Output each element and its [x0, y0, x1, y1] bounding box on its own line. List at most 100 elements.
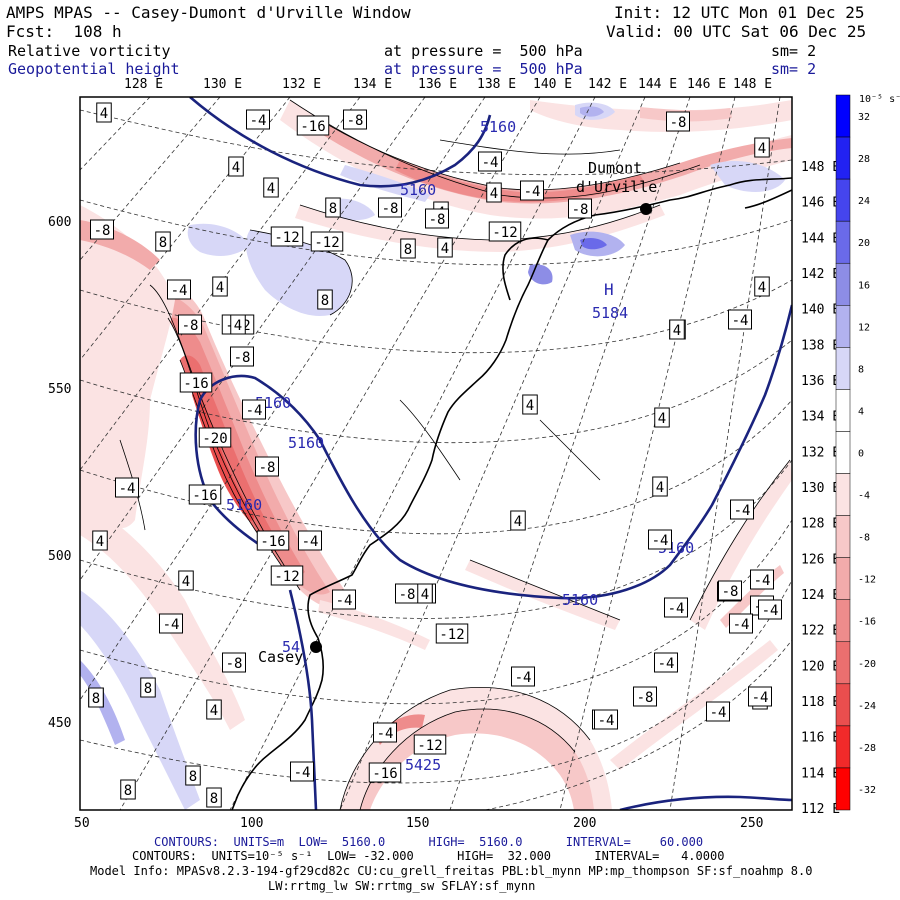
colorbar-label: -4: [858, 491, 870, 502]
vorticity-label: 4: [673, 323, 681, 339]
vorticity-label-box: [120, 779, 136, 800]
lon-label-right: 116 E: [801, 731, 840, 746]
vorticity-label: -8: [399, 587, 416, 603]
colorbar-swatch: [835, 557, 851, 600]
lon-label-right: 122 E: [801, 624, 840, 639]
lon-label-top: 138 E: [477, 77, 517, 92]
valid-time: Valid: 00 UTC Sat 06 Dec 25: [606, 22, 867, 41]
vorticity-label-box: [178, 570, 194, 591]
vorticity-label-box: [633, 686, 657, 707]
vorticity-label: 4: [758, 141, 766, 157]
latlon-grid: [80, 97, 792, 810]
vorticity-label: -8: [259, 460, 276, 476]
colorbar-label: 24: [858, 196, 870, 207]
y-tick-label: 550: [48, 382, 71, 397]
lon-label-right: 138 E: [801, 338, 840, 353]
vorticity-label-box: [140, 677, 156, 698]
vorticity-label: 4: [658, 411, 666, 427]
vorticity-label: -16: [192, 488, 217, 504]
vorticity-label-box: [486, 182, 502, 203]
vorticity-label-box: [90, 219, 114, 240]
right-lon-labels: 148 E 146 E 144 E 142 E 140 E 138 E 136 E 134 E…: [801, 160, 840, 817]
vorticity-label-box: [373, 722, 397, 743]
vorticity-label-box: [255, 456, 279, 477]
vorticity-label: 4: [421, 587, 429, 603]
vorticity-label: -16: [260, 534, 285, 550]
lon-label-right: 124 E: [801, 588, 840, 603]
vorticity-label-box: [754, 276, 770, 297]
colorbar-label: -12: [858, 575, 876, 586]
vorticity-label-box: [212, 276, 228, 297]
vorticity-label-box: [511, 666, 535, 687]
vorticity-label: 4: [656, 480, 664, 496]
field1-smooth: sm= 2: [771, 42, 817, 60]
vorticity-label-box: [88, 687, 104, 708]
vorticity-label-box: [510, 510, 526, 531]
colorbar-swatch: [835, 389, 851, 432]
colorbar-label: -20: [858, 659, 876, 670]
colorbar-label: 20: [858, 238, 870, 249]
vorticity-label-box: [298, 530, 322, 551]
lon-label-right: 132 E: [801, 445, 840, 460]
lon-label-right: 134 E: [801, 410, 840, 425]
colorbar-swatch: [835, 136, 851, 180]
vorticity-label-box: [425, 208, 449, 229]
vorticity-label: 4: [210, 703, 218, 719]
vorticity-label-box: [317, 289, 333, 310]
vorticity-label: 4: [514, 514, 522, 530]
vorticity-label-box: [754, 137, 770, 158]
vorticity-label: -8: [226, 656, 243, 672]
vorticity-label-box: [758, 599, 782, 620]
vorticity-label: -4: [163, 617, 180, 633]
vorticity-label-box: [332, 589, 356, 610]
vorticity-label-box: [242, 399, 266, 420]
vorticity-label-box: [435, 623, 469, 644]
vorticity-label: 4: [526, 398, 534, 414]
x-tick-label: 250: [740, 816, 763, 831]
vorticity-label: -12: [274, 230, 299, 246]
field2-name: Geopotential height: [8, 60, 180, 78]
vorticity-label: -16: [372, 766, 397, 782]
vorticity-label-box: [522, 394, 538, 415]
model-info-2: LW:rrtmg_lw SW:rrtmg_sw SFLAY:sf_mynn: [268, 879, 536, 893]
vorticity-label: 4: [441, 241, 449, 257]
vorticity-label: -4: [482, 155, 499, 171]
colorbar-label: 4: [858, 406, 864, 417]
vorticity-label-box: [185, 765, 201, 786]
vorticity-label-box: [520, 180, 544, 201]
model-info: Model Info: MPASv8.2.3-194-gf29cd82c CU:…: [90, 864, 813, 878]
vorticity-label-box: [92, 530, 108, 551]
field2-level: at pressure = 500 hPa: [384, 60, 583, 78]
colorbar-swatch: [835, 641, 851, 685]
vorticity-label-box: [728, 309, 752, 330]
lon-label-right: 130 E: [801, 481, 840, 496]
vorticity-label-box: [310, 231, 344, 252]
vorticity-label: 8: [92, 691, 100, 707]
vorticity-label: -12: [439, 627, 464, 643]
vorticity-label: -4: [734, 503, 751, 519]
lon-label-right: 144 E: [801, 231, 840, 246]
vorticity-label-box: [669, 319, 685, 340]
place-label: d'Urville: [576, 178, 657, 196]
vorticity-label: 4: [234, 318, 242, 334]
colorbar-label: -16: [858, 617, 876, 628]
vorticity-label: -4: [294, 765, 311, 781]
vorticity-label-box: [263, 177, 279, 198]
x-tick-label: 50: [74, 816, 90, 831]
height-label: 54: [282, 638, 300, 656]
vorticity-label-box: [115, 477, 139, 498]
lon-label-top: 128 E: [124, 77, 164, 92]
vorticity-label-box: [654, 407, 670, 428]
vorticity-label: -4: [524, 184, 541, 200]
vorticity-label: 8: [404, 242, 412, 258]
vorticity-label: 8: [329, 201, 337, 217]
vorticity-contour-info: CONTOURS: UNITS=10⁻⁵ s⁻¹ LOW= -32.000 HI…: [132, 849, 725, 863]
vorticity-label-box: [230, 314, 246, 335]
lon-label-top: 142 E: [588, 77, 628, 92]
height-label: 5184: [592, 304, 628, 322]
colorbar-swatch: [835, 683, 851, 727]
height-labels: 5160 5160 5160 5160 5160 5160 5184 5425 …: [226, 118, 694, 774]
vorticity-label: -4: [710, 705, 727, 721]
